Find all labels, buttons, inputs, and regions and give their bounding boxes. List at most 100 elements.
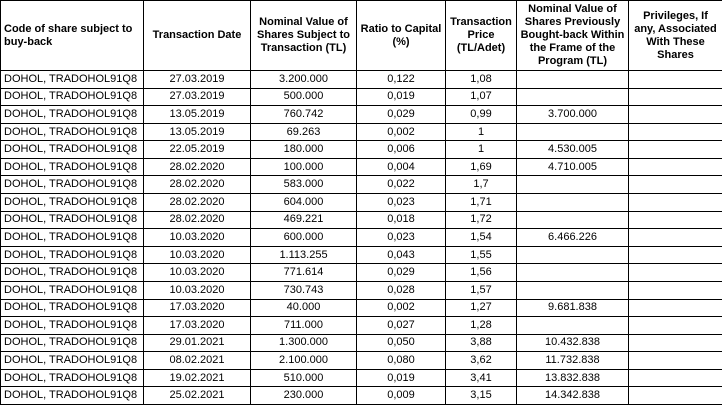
- table-cell: 3.700.000: [516, 105, 629, 124]
- column-header: Privileges, If any, Associated With Thes…: [628, 0, 722, 71]
- table-cell: 28.02.2020: [143, 193, 251, 212]
- table-cell: [516, 193, 629, 212]
- table-cell: 25.02.2021: [143, 386, 251, 405]
- table-cell: [628, 175, 722, 195]
- table-cell: 0,043: [356, 245, 446, 265]
- table-cell: 17.03.2020: [143, 316, 251, 335]
- column-header: Ratio to Capital (%): [356, 0, 446, 71]
- table-cell: 1,69: [445, 157, 517, 177]
- table-cell: 3,62: [445, 351, 517, 370]
- table-cell: 0,019: [356, 87, 446, 107]
- table-cell: [516, 280, 629, 300]
- table-cell: 27.03.2019: [143, 87, 251, 107]
- table-cell: 100.000: [250, 157, 357, 177]
- table-cell: 1,72: [445, 210, 517, 230]
- table-row: DOHOL, TRADOHOL91Q8 17.03.2020 40.000 0,002…: [0, 298, 722, 318]
- table-cell: 1,55: [445, 245, 517, 265]
- table-cell: 13.05.2019: [143, 122, 251, 142]
- table-cell: DOHOL, TRADOHOL91Q8: [0, 175, 144, 195]
- table-cell: 0,080: [356, 351, 446, 370]
- table-cell: 0,050: [356, 333, 446, 353]
- table-cell: DOHOL, TRADOHOL91Q8: [0, 280, 144, 300]
- table-cell: [516, 122, 629, 142]
- table-cell: 29.01.2021: [143, 333, 251, 353]
- table-cell: [628, 368, 722, 388]
- table-cell: 771.614: [250, 263, 357, 282]
- table-cell: 1,27: [445, 298, 517, 318]
- table-cell: 4.710.005: [516, 157, 629, 177]
- table-cell: 22.05.2019: [143, 140, 251, 159]
- table-cell: 0,022: [356, 175, 446, 195]
- table-cell: [628, 245, 722, 265]
- table-cell: 1,7: [445, 175, 517, 195]
- table-cell: 11.732.838: [516, 351, 629, 370]
- table-cell: [516, 245, 629, 265]
- table-cell: DOHOL, TRADOHOL91Q8: [0, 70, 144, 89]
- table-cell: 28.02.2020: [143, 175, 251, 195]
- table-row: DOHOL, TRADOHOL91Q8 22.05.2019 180.000 0,00…: [0, 140, 722, 159]
- table-cell: 10.03.2020: [143, 228, 251, 247]
- table-row: DOHOL, TRADOHOL91Q8 28.02.2020 469.221 0,01…: [0, 210, 722, 230]
- table-cell: [516, 263, 629, 282]
- table-cell: [628, 316, 722, 335]
- table-cell: 3,88: [445, 333, 517, 353]
- table-cell: 0,122: [356, 70, 446, 89]
- table-cell: 13.832.838: [516, 368, 629, 388]
- table-cell: [628, 210, 722, 230]
- table-cell: 0,002: [356, 298, 446, 318]
- table-cell: DOHOL, TRADOHOL91Q8: [0, 210, 144, 230]
- table-row: DOHOL, TRADOHOL91Q8 17.03.2020 711.000 0,02…: [0, 316, 722, 335]
- table-cell: 4.530.005: [516, 140, 629, 159]
- table-row: DOHOL, TRADOHOL91Q8 19.02.2021 510.000 0,01…: [0, 368, 722, 388]
- table-cell: 40.000: [250, 298, 357, 318]
- table-cell: 469.221: [250, 210, 357, 230]
- table-cell: DOHOL, TRADOHOL91Q8: [0, 386, 144, 405]
- table-cell: 27.03.2019: [143, 70, 251, 89]
- table-cell: 600.000: [250, 228, 357, 247]
- table-cell: 1,71: [445, 193, 517, 212]
- table-cell: DOHOL, TRADOHOL91Q8: [0, 193, 144, 212]
- table-row: DOHOL, TRADOHOL91Q8 10.03.2020 600.000 0,02…: [0, 228, 722, 247]
- table-cell: 583.000: [250, 175, 357, 195]
- table-cell: [516, 175, 629, 195]
- table-cell: 69.263: [250, 122, 357, 142]
- table-cell: [628, 157, 722, 177]
- table-cell: 0,002: [356, 122, 446, 142]
- table-cell: 1: [445, 140, 517, 159]
- table-cell: [516, 70, 629, 89]
- table-cell: [628, 105, 722, 124]
- table-cell: [628, 263, 722, 282]
- table-cell: 0,004: [356, 157, 446, 177]
- table-cell: 10.432.838: [516, 333, 629, 353]
- table-cell: DOHOL, TRADOHOL91Q8: [0, 368, 144, 388]
- table-cell: 3.200.000: [250, 70, 357, 89]
- table-cell: [516, 316, 629, 335]
- table-cell: 1.300.000: [250, 333, 357, 353]
- table-cell: DOHOL, TRADOHOL91Q8: [0, 263, 144, 282]
- table-cell: 0,006: [356, 140, 446, 159]
- table-cell: 1,28: [445, 316, 517, 335]
- table-row: DOHOL, TRADOHOL91Q8 13.05.2019 760.742 0,02…: [0, 105, 722, 124]
- table-cell: DOHOL, TRADOHOL91Q8: [0, 333, 144, 353]
- table-cell: DOHOL, TRADOHOL91Q8: [0, 316, 144, 335]
- table-cell: 1,57: [445, 280, 517, 300]
- table-cell: 0,023: [356, 193, 446, 212]
- table-cell: DOHOL, TRADOHOL91Q8: [0, 351, 144, 370]
- table-cell: 9.681.838: [516, 298, 629, 318]
- table-cell: 510.000: [250, 368, 357, 388]
- table-row: DOHOL, TRADOHOL91Q8 29.01.2021 1.300.000 0,…: [0, 333, 722, 353]
- table-cell: 10.03.2020: [143, 245, 251, 265]
- table-cell: 28.02.2020: [143, 210, 251, 230]
- table-cell: 1,56: [445, 263, 517, 282]
- table-cell: [628, 333, 722, 353]
- table-cell: 3,15: [445, 386, 517, 405]
- table-cell: 0,027: [356, 316, 446, 335]
- table-row: DOHOL, TRADOHOL91Q8 13.05.2019 69.263 0,002…: [0, 122, 722, 142]
- table-row: DOHOL, TRADOHOL91Q8 10.03.2020 771.614 0,02…: [0, 263, 722, 282]
- table-cell: [628, 298, 722, 318]
- table-cell: [628, 140, 722, 159]
- table-cell: DOHOL, TRADOHOL91Q8: [0, 157, 144, 177]
- table-row: DOHOL, TRADOHOL91Q8 28.02.2020 100.000 0,00…: [0, 157, 722, 177]
- table-cell: 28.02.2020: [143, 157, 251, 177]
